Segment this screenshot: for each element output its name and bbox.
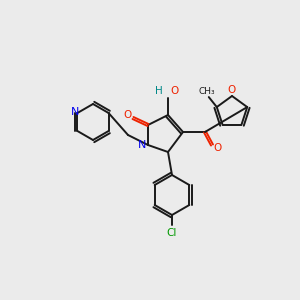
Text: O: O <box>124 110 132 120</box>
Text: Cl: Cl <box>167 228 177 238</box>
Text: N: N <box>138 140 146 150</box>
Text: O: O <box>228 85 236 95</box>
Text: H: H <box>155 86 163 96</box>
Text: N: N <box>71 107 80 117</box>
Text: O: O <box>213 143 221 153</box>
Text: O: O <box>170 86 178 96</box>
Text: CH₃: CH₃ <box>199 87 215 96</box>
